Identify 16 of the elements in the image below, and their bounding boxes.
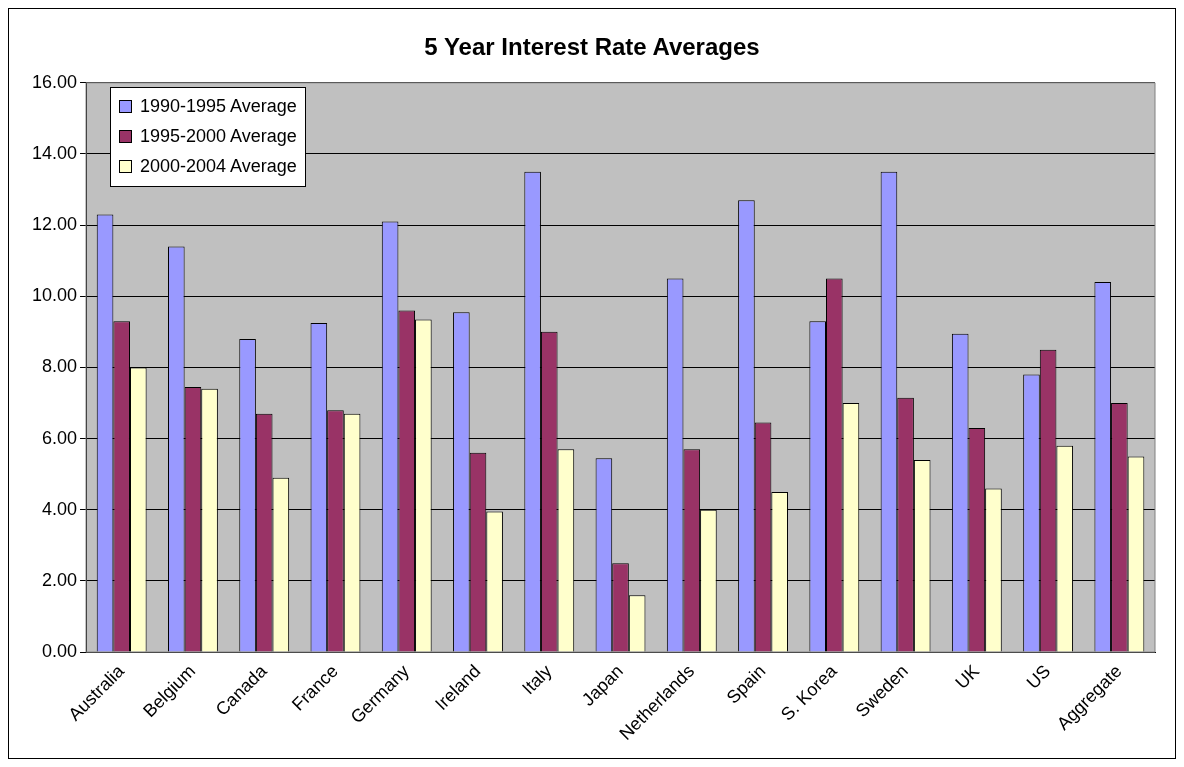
x-tick-label: UK [951, 660, 984, 693]
x-tick-label: Italy [518, 660, 556, 699]
y-tick-label: 12.00 [32, 214, 78, 235]
y-tick-label: 6.00 [42, 427, 78, 448]
y-tick-label: 8.00 [42, 356, 78, 377]
legend-label: 1990-1995 Average [140, 96, 297, 118]
x-tick-label: US [1022, 660, 1055, 693]
y-tick-label: 0.00 [42, 641, 78, 662]
y-tick-label: 2.00 [42, 569, 78, 590]
chart-title: 5 Year Interest Rate Averages [424, 33, 760, 61]
y-tick-label: 16.00 [32, 71, 78, 92]
legend-label: 2000-2004 Average [140, 156, 297, 178]
y-tick-label: 4.00 [42, 498, 78, 519]
y-tick-label: 14.00 [32, 142, 78, 163]
y-tick-label: 10.00 [32, 285, 78, 306]
legend-label: 1995-2000 Average [140, 126, 297, 148]
